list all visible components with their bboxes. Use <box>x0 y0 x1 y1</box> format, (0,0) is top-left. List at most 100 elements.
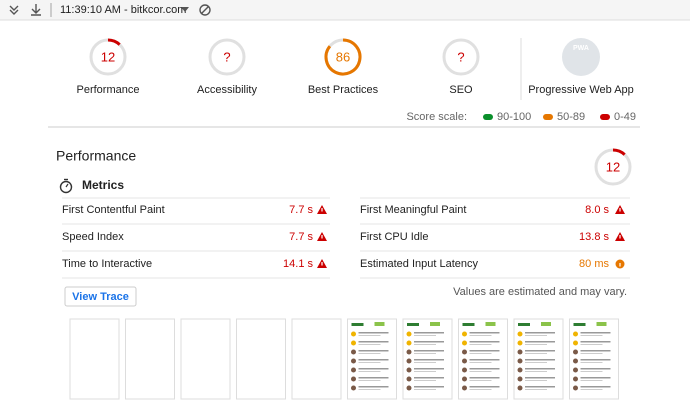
thumb-avatar <box>406 376 412 382</box>
thumb-avatar <box>462 358 467 364</box>
metric-value: 14.1 s <box>283 258 313 270</box>
thumb-line <box>358 335 381 336</box>
thumb-badge <box>596 322 607 326</box>
gauge-label[interactable]: Accessibility <box>197 84 257 96</box>
thumb-avatar <box>517 385 523 391</box>
thumb-badge <box>541 322 551 326</box>
scale-swatch <box>543 114 553 120</box>
url-text[interactable]: 11:39:10 AM - bitkcor.com <box>60 4 186 16</box>
gauge-score: ? <box>223 49 230 64</box>
thumb-line <box>414 335 436 336</box>
gauge-score: ? <box>457 49 464 64</box>
toolbar-icons <box>9 3 211 17</box>
thumb-avatar <box>351 358 356 364</box>
thumb-line <box>525 353 547 354</box>
thumb-avatar <box>351 331 356 337</box>
metrics-heading: Metrics <box>82 178 124 192</box>
gauge-arc <box>107 38 121 46</box>
thumb-line <box>469 332 500 334</box>
filmstrip-frame <box>236 318 286 400</box>
thumb-line <box>525 350 555 352</box>
section-title: Performance <box>56 148 136 164</box>
gauge-arc <box>612 148 626 156</box>
pwa-label[interactable]: Progressive Web App <box>528 84 634 96</box>
collapse-icon[interactable] <box>9 5 19 15</box>
block-icon[interactable] <box>199 4 211 16</box>
thumb-line <box>358 344 381 345</box>
gauge-label[interactable]: Best Practices <box>308 84 379 96</box>
thumb-line <box>358 332 389 334</box>
gauge-label[interactable]: SEO <box>449 84 473 96</box>
scale-range: 90-100 <box>497 111 531 123</box>
dropdown-arrow[interactable] <box>181 7 189 12</box>
thumb-line <box>469 344 492 345</box>
thumb-badge <box>374 322 385 326</box>
thumb-line <box>469 335 492 336</box>
thumb-avatar <box>517 376 523 382</box>
thumb-line <box>358 368 389 370</box>
thumb-line <box>469 377 500 379</box>
thumb-logo <box>462 323 475 326</box>
thumb-line <box>358 389 381 390</box>
thumb-line <box>469 341 500 343</box>
thumb-line <box>358 377 389 379</box>
thumb-avatar <box>573 358 578 364</box>
view-trace-label[interactable]: View Trace <box>72 291 129 303</box>
thumb-avatar <box>517 367 523 373</box>
metrics-icon-hand <box>65 183 69 188</box>
thumb-badge <box>430 322 440 326</box>
metric-label: First CPU Idle <box>360 231 428 243</box>
thumb-avatar <box>351 385 356 391</box>
metric-label: First Contentful Paint <box>62 204 165 216</box>
metric-value: 7.7 s <box>289 204 313 216</box>
filmstrip-frame <box>180 318 231 400</box>
thumb-logo <box>573 323 586 326</box>
thumb-avatar <box>351 349 356 355</box>
thumb-avatar <box>462 349 467 355</box>
thumb-line <box>525 377 555 379</box>
thumb-line <box>358 380 381 381</box>
gauge-track <box>442 38 480 76</box>
thumb-avatar <box>573 340 578 346</box>
thumb-line <box>525 371 547 372</box>
gauge-label[interactable]: Performance <box>77 84 140 96</box>
gauge-track <box>208 38 246 76</box>
thumb-avatar <box>406 358 412 364</box>
thumb-line <box>469 359 500 361</box>
thumb-line <box>414 377 444 379</box>
estimate-note: Values are estimated and may vary. <box>453 286 627 298</box>
metrics-icon <box>59 180 73 194</box>
thumb-avatar <box>573 367 578 373</box>
thumb-avatar <box>462 331 467 337</box>
metric-label: Speed Index <box>62 231 124 243</box>
thumb-line <box>580 350 611 352</box>
thumb-line <box>469 371 492 372</box>
thumb-avatar <box>462 367 467 373</box>
view-trace-button[interactable] <box>64 286 137 307</box>
thumb-line <box>580 377 611 379</box>
thumb-line <box>525 380 547 381</box>
filmstrip-frame <box>125 318 175 400</box>
thumb-avatar <box>406 367 412 373</box>
thumb-line <box>525 341 555 343</box>
thumb-line <box>580 362 603 363</box>
thumb-line <box>580 335 603 336</box>
thumb-line <box>580 380 603 381</box>
thumb-line <box>525 362 547 363</box>
thumb-avatar <box>462 385 467 391</box>
thumb-line <box>414 341 444 343</box>
download-icon[interactable] <box>31 4 41 16</box>
thumb-avatar <box>517 331 523 337</box>
thumb-line <box>358 341 389 343</box>
thumb-line <box>414 362 436 363</box>
metric-value: 7.7 s <box>289 231 313 243</box>
thumb-line <box>469 380 492 381</box>
thumb-line <box>414 332 444 334</box>
thumb-avatar <box>406 340 412 346</box>
thumb-line <box>469 386 500 388</box>
thumb-line <box>580 341 611 343</box>
thumb-line <box>414 386 444 388</box>
block-icon-slash <box>201 6 209 14</box>
thumb-avatar <box>406 385 412 391</box>
